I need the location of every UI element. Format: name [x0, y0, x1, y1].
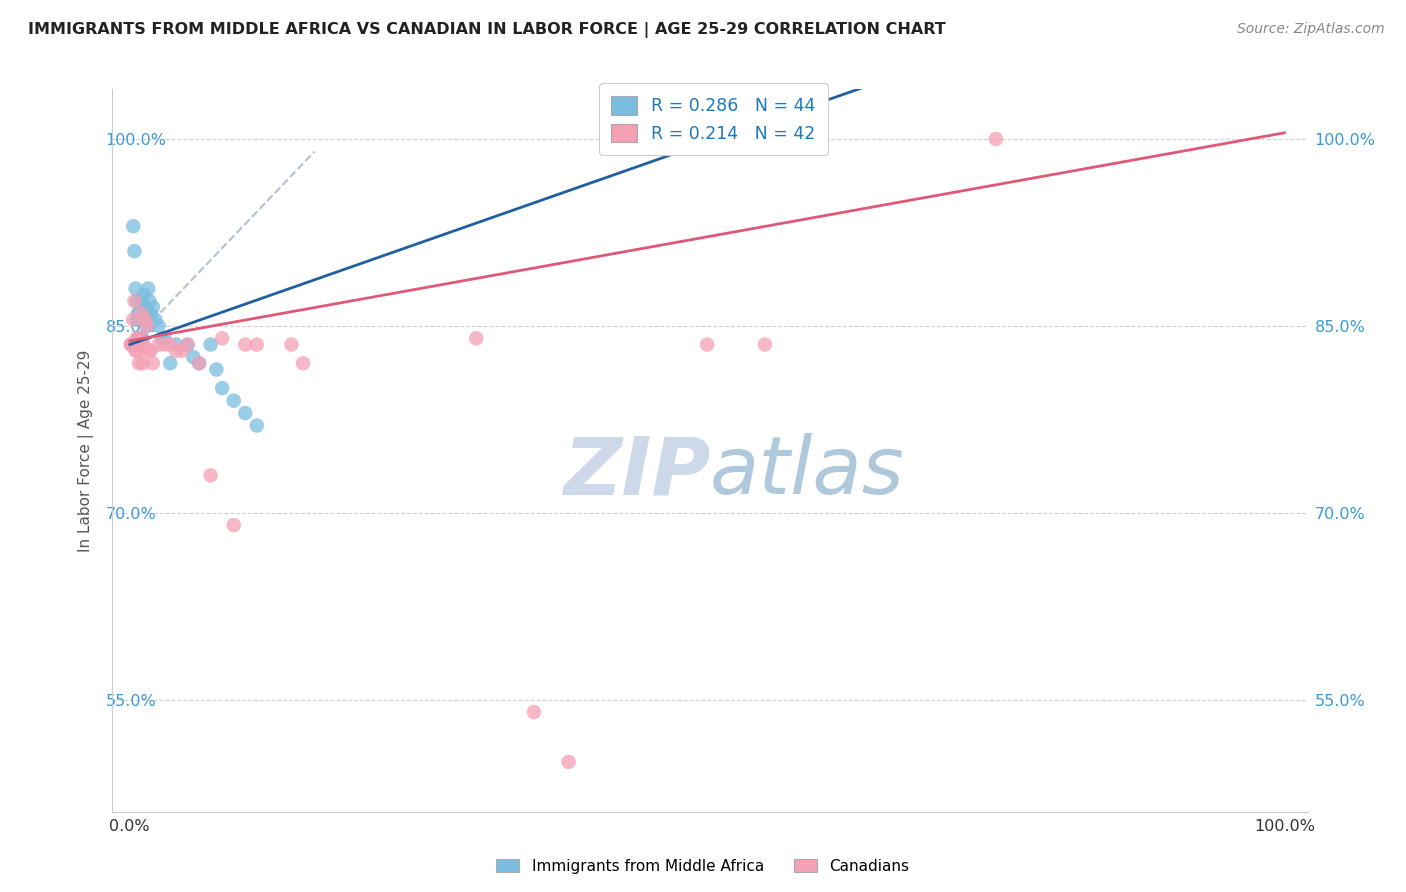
Point [127, 331, 149, 345]
Point [124, 293, 146, 308]
Point [121, 337, 143, 351]
Point [129, 331, 152, 345]
Point [122, 337, 145, 351]
Point [142, 300, 165, 314]
Point [131, 312, 153, 326]
Point [246, 418, 269, 433]
Point [200, 337, 222, 351]
Point [122, 312, 145, 326]
Point [128, 331, 150, 345]
Point [148, 337, 170, 351]
Point [121, 337, 143, 351]
Point [523, 705, 546, 719]
Point [136, 343, 159, 358]
Point [170, 343, 193, 358]
Point [129, 293, 152, 308]
Point [984, 132, 1007, 146]
Text: ZIP: ZIP [562, 434, 710, 511]
Point [131, 306, 153, 320]
Point [165, 337, 187, 351]
Point [124, 337, 146, 351]
Point [159, 337, 181, 351]
Point [148, 318, 170, 333]
Point [211, 331, 233, 345]
Point [128, 331, 150, 345]
Point [136, 281, 159, 295]
Point [176, 337, 198, 351]
Point [246, 337, 269, 351]
Point [121, 337, 143, 351]
Legend: Immigrants from Middle Africa, Canadians: Immigrants from Middle Africa, Canadians [491, 853, 915, 880]
Point [136, 318, 159, 333]
Point [159, 356, 181, 370]
Text: IMMIGRANTS FROM MIDDLE AFRICA VS CANADIAN IN LABOR FORCE | AGE 25-29 CORRELATION: IMMIGRANTS FROM MIDDLE AFRICA VS CANADIA… [28, 22, 946, 38]
Point [134, 312, 156, 326]
Point [165, 343, 187, 358]
Point [127, 343, 149, 358]
Legend: R = 0.286   N = 44, R = 0.214   N = 42: R = 0.286 N = 44, R = 0.214 N = 42 [599, 84, 828, 155]
Point [150, 331, 173, 345]
Point [131, 356, 153, 370]
Point [128, 306, 150, 320]
Text: atlas: atlas [710, 434, 905, 511]
Point [134, 312, 156, 326]
Point [143, 312, 166, 326]
Point [132, 287, 155, 301]
Point [127, 306, 149, 320]
Point [222, 518, 245, 533]
Point [129, 331, 152, 345]
Point [233, 406, 256, 420]
Point [124, 337, 146, 351]
Point [120, 337, 142, 351]
Point [181, 350, 204, 364]
Point [122, 337, 145, 351]
Point [135, 318, 157, 333]
Point [125, 293, 148, 308]
Y-axis label: In Labor Force | Age 25-29: In Labor Force | Age 25-29 [79, 350, 94, 551]
Point [465, 331, 488, 345]
Point [128, 356, 150, 370]
Point [233, 337, 256, 351]
Point [153, 337, 176, 351]
Point [222, 393, 245, 408]
Point [139, 306, 162, 320]
Point [124, 281, 146, 295]
Point [138, 293, 160, 308]
Point [131, 331, 153, 345]
Text: Source: ZipAtlas.com: Source: ZipAtlas.com [1237, 22, 1385, 37]
Point [696, 337, 718, 351]
Point [142, 356, 165, 370]
Point [136, 306, 159, 320]
Point [292, 356, 315, 370]
Point [124, 244, 146, 259]
Point [176, 337, 198, 351]
Point [132, 337, 155, 351]
Point [120, 337, 142, 351]
Point [121, 337, 143, 351]
Point [754, 337, 776, 351]
Point [280, 337, 302, 351]
Point [205, 362, 228, 376]
Point [134, 300, 156, 314]
Point [188, 356, 211, 370]
Point [125, 312, 148, 326]
Point [153, 331, 176, 345]
Point [124, 343, 146, 358]
Point [122, 219, 145, 234]
Point [125, 331, 148, 345]
Point [557, 755, 579, 769]
Point [131, 331, 153, 345]
Point [131, 337, 153, 351]
Point [188, 356, 211, 370]
Point [211, 381, 233, 395]
Point [139, 343, 162, 358]
Point [131, 306, 153, 320]
Point [200, 468, 222, 483]
